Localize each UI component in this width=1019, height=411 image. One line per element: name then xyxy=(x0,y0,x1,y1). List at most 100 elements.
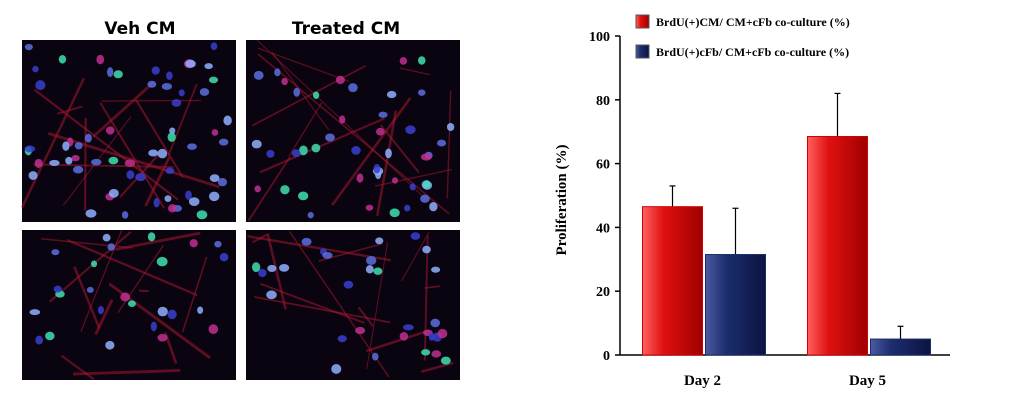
nucleus xyxy=(356,173,364,183)
cytoskeleton xyxy=(117,244,164,314)
nucleus xyxy=(436,139,447,147)
nucleus xyxy=(105,126,115,135)
cytoskeleton xyxy=(41,238,133,249)
nucleus xyxy=(223,115,232,126)
cytoskeleton xyxy=(47,132,220,189)
nucleus xyxy=(219,252,229,262)
nucleus xyxy=(437,328,448,339)
cytoskeleton xyxy=(181,256,208,333)
nucleus xyxy=(365,255,377,265)
nucleus xyxy=(373,163,381,174)
nucleus xyxy=(24,145,36,153)
nucleus xyxy=(386,90,397,99)
nucleus xyxy=(84,133,92,143)
micrograph xyxy=(22,40,236,222)
cytoskeleton xyxy=(135,99,184,178)
cytoskeleton xyxy=(33,88,179,201)
nucleus xyxy=(429,202,438,212)
cytoskeleton xyxy=(101,99,202,102)
x-tick-label: Day 2 xyxy=(684,373,721,389)
nucleus xyxy=(49,159,60,167)
cytoskeleton xyxy=(374,168,453,187)
nucleus xyxy=(71,154,80,162)
nucleus xyxy=(297,191,309,201)
nucleus xyxy=(371,352,379,361)
nucleus xyxy=(208,324,219,335)
nucleus xyxy=(291,149,301,157)
nucleus xyxy=(168,204,177,213)
cytoskeleton xyxy=(247,156,291,222)
nucleus xyxy=(440,356,451,365)
nucleus xyxy=(417,89,426,96)
nucleus xyxy=(167,309,177,320)
cytoskeleton xyxy=(20,77,86,209)
nucleus xyxy=(312,91,320,100)
nucleus xyxy=(169,127,176,134)
cytoskeleton xyxy=(365,329,430,353)
cytoskeleton xyxy=(167,83,198,157)
cytoskeleton xyxy=(401,231,430,282)
nucleus xyxy=(404,204,411,212)
nucleus xyxy=(267,264,277,272)
cytoskeleton xyxy=(376,110,398,216)
cytoskeleton xyxy=(379,124,420,174)
cytoskeleton xyxy=(114,231,201,251)
nucleus xyxy=(167,132,176,142)
nucleus xyxy=(322,251,333,259)
nucleus xyxy=(373,267,383,275)
nucleus xyxy=(214,240,222,248)
cytoskeleton xyxy=(94,298,114,336)
nucleus xyxy=(431,350,442,358)
nucleus xyxy=(446,122,455,132)
nucleus xyxy=(85,209,97,218)
nucleus xyxy=(210,42,218,51)
nucleus xyxy=(164,195,172,203)
cytoskeleton xyxy=(92,81,155,138)
nucleus xyxy=(301,237,312,246)
nucleus xyxy=(156,256,168,267)
cytoskeleton xyxy=(144,156,171,207)
nucleus xyxy=(74,142,83,150)
nucleus xyxy=(151,66,160,75)
legend-label: BrdU(+)cFb/ CM+cFb co-culture (%) xyxy=(656,45,849,59)
nucleus xyxy=(62,141,70,151)
y-tick-label: 60 xyxy=(596,158,610,173)
nucleus xyxy=(365,265,374,274)
cytoskeleton xyxy=(57,105,83,115)
nucleus xyxy=(339,115,346,124)
nucleus xyxy=(251,262,261,273)
nucleus xyxy=(274,68,281,77)
cytoskeleton xyxy=(48,231,132,303)
nucleus xyxy=(375,127,385,136)
legend-label: BrdU(+)CM/ CM+cFb co-culture (%) xyxy=(656,15,850,29)
nucleus xyxy=(348,83,358,93)
nucleus xyxy=(253,70,264,80)
y-tick-label: 0 xyxy=(603,349,610,364)
nucleus xyxy=(280,185,290,195)
cytoskeleton xyxy=(259,117,385,174)
nucleus xyxy=(211,129,219,136)
nucleus xyxy=(171,99,182,107)
nucleus xyxy=(105,340,115,350)
nucleus xyxy=(34,158,43,169)
nucleus xyxy=(335,75,345,85)
nucleus xyxy=(120,292,131,302)
nucleus xyxy=(35,335,44,345)
panel-column-label: Treated CM xyxy=(292,19,400,39)
nucleus xyxy=(147,232,156,242)
nucleus xyxy=(150,321,157,332)
cytoskeleton xyxy=(251,65,367,127)
nucleus xyxy=(217,178,228,187)
nucleus xyxy=(45,331,55,341)
nucleus xyxy=(218,138,229,146)
nucleus xyxy=(126,170,135,180)
cytoskeleton xyxy=(60,354,95,381)
nucleus xyxy=(148,149,159,157)
nucleus xyxy=(153,197,160,208)
cytoskeleton xyxy=(266,233,287,310)
cytoskeleton xyxy=(331,97,412,207)
nucleus xyxy=(121,211,129,219)
bar xyxy=(705,254,766,356)
nucleus xyxy=(53,285,62,293)
cytoskeleton xyxy=(247,235,391,262)
